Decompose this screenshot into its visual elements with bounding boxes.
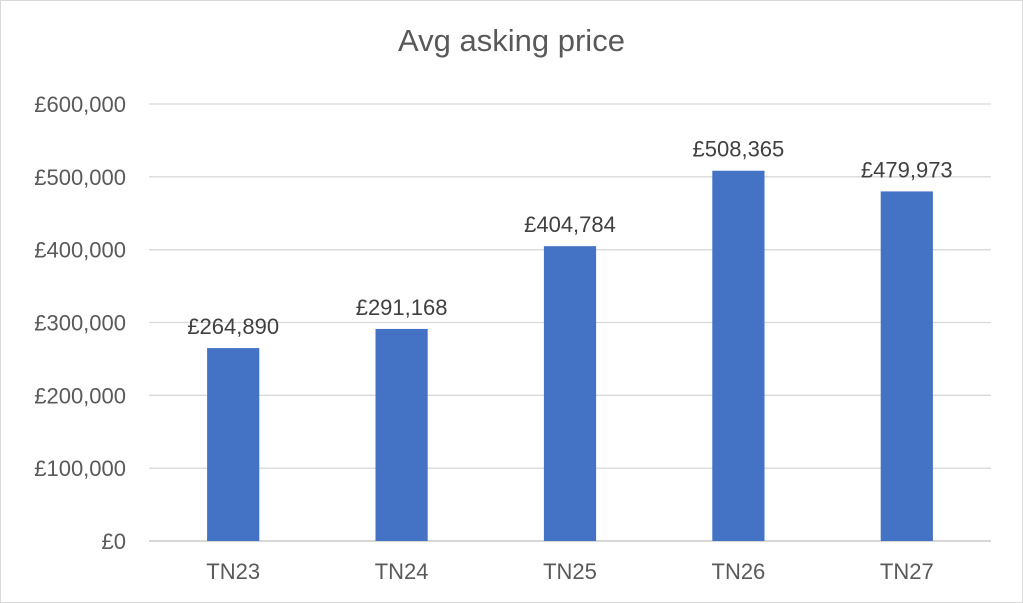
bar-tn24 bbox=[375, 328, 428, 541]
x-tick-label: TN27 bbox=[880, 559, 934, 584]
x-tick-label: TN23 bbox=[206, 559, 260, 584]
data-label: £264,890 bbox=[187, 314, 279, 339]
chart-title: Avg asking price bbox=[398, 23, 625, 58]
data-label: £404,784 bbox=[524, 212, 616, 237]
bar-tn23 bbox=[207, 348, 260, 541]
y-tick-label: £300,000 bbox=[34, 311, 126, 336]
y-tick-label: £200,000 bbox=[34, 383, 126, 408]
y-tick-label: £0 bbox=[102, 529, 126, 554]
y-tick-label: £600,000 bbox=[34, 92, 126, 117]
bar-tn27 bbox=[880, 191, 933, 541]
data-label: £291,168 bbox=[356, 295, 448, 320]
y-tick-label: £100,000 bbox=[34, 456, 126, 481]
bar-tn25 bbox=[543, 246, 597, 542]
y-tick-label: £400,000 bbox=[34, 238, 126, 263]
data-label: £479,973 bbox=[861, 157, 953, 182]
x-tick-label: TN24 bbox=[375, 559, 429, 584]
y-tick-label: £500,000 bbox=[34, 165, 126, 190]
bar-tn26 bbox=[712, 170, 765, 541]
x-tick-label: TN26 bbox=[712, 559, 766, 584]
data-labels: £264,890 £291,168 £404,784 £508,365 £479,973 bbox=[187, 137, 952, 339]
x-axis-ticks: TN23 TN24 TN25 TN26 TN27 bbox=[206, 559, 933, 584]
bars bbox=[207, 170, 933, 542]
y-axis-ticks: £0 £100,000 £200,000 £300,000 £400,000 £500,0… bbox=[34, 92, 126, 554]
data-label: £508,365 bbox=[693, 137, 785, 162]
x-tick-label: TN25 bbox=[543, 559, 597, 584]
